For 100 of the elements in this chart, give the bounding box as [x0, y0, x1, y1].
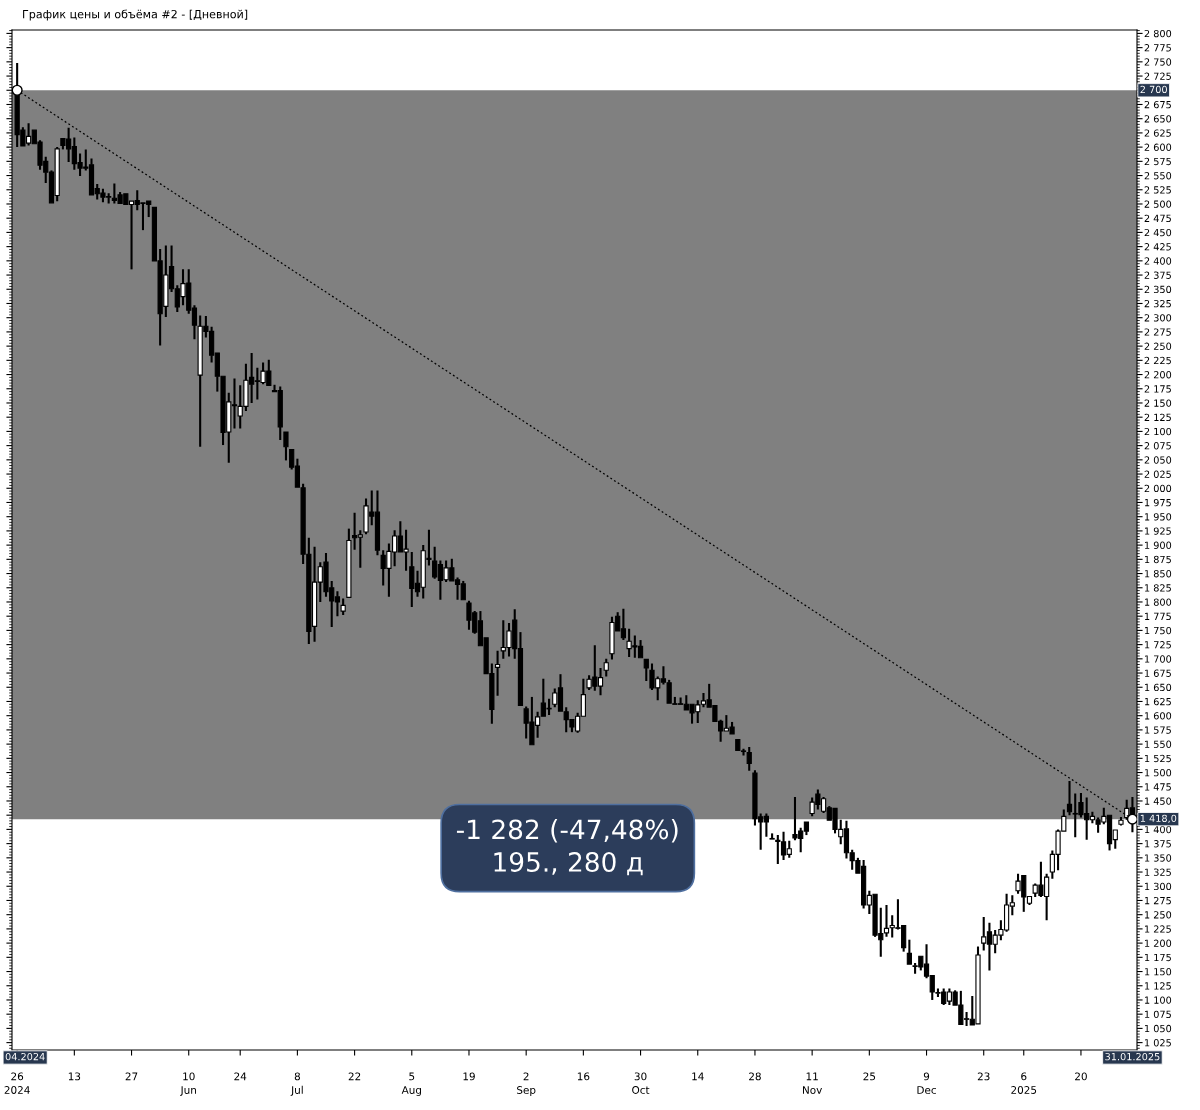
candlestick [643, 658, 649, 683]
candlestick [346, 527, 352, 598]
y-tick-label: 1 325 [1145, 868, 1171, 876]
y-tick-label: 2 750 [1144, 58, 1172, 66]
candlestick [906, 938, 912, 965]
x-tick-label: 13 [68, 1072, 81, 1081]
x-tick-label: 24 [234, 1072, 247, 1081]
chart-title: График цены и объёма #2 - [Дневной] [23, 9, 248, 21]
y-tick-label: 2 450 [1144, 228, 1172, 237]
x-tick-label: 20 [1075, 1072, 1087, 1081]
y-tick-label: 1 625 [1145, 697, 1171, 706]
y-tick-label: 1 025 [1145, 1039, 1171, 1047]
candlestick [603, 657, 609, 678]
y-tick-label: 1 725 [1145, 641, 1171, 649]
x-tick-label: 19 [463, 1072, 475, 1081]
y-tick-label: 1 500 [1145, 769, 1172, 777]
y-tick-label: 2 300 [1144, 314, 1172, 322]
y-tick-label: 1 600 [1145, 712, 1172, 720]
y-tick-label: 1 100 [1145, 996, 1172, 1004]
y-tick-label: 1 825 [1145, 584, 1171, 592]
y-tick-label: 1 925 [1145, 527, 1171, 535]
y-tick-label: 1 300 [1145, 882, 1172, 891]
text: 31.01.2025 [1105, 1052, 1160, 1061]
y-tick-label: 2 550 [1144, 172, 1172, 180]
y-tick-label: 2 575 [1144, 157, 1171, 166]
y-tick-label: 2 475 [1144, 214, 1171, 223]
x-tick-label: 2 Sep [517, 1072, 536, 1096]
y-tick-label: 2 800 [1144, 29, 1172, 38]
y-tick-label: 1 450 [1145, 797, 1172, 805]
y-tick-label: 2 625 [1144, 129, 1171, 137]
y-tick-label: 2 225 [1144, 356, 1171, 365]
y-tick-label: 2 375 [1144, 271, 1171, 279]
y-tick-label: 2 050 [1144, 456, 1172, 464]
y-tick-label: 2 650 [1144, 115, 1172, 123]
y-tick-label: 1 975 [1145, 498, 1171, 507]
y-tick-label: 1 125 [1145, 982, 1171, 990]
y-tick-label: 1 650 [1145, 683, 1172, 692]
x-tick-label: 9 Dec [917, 1072, 936, 1094]
y-tick-label: 1 800 [1145, 598, 1172, 606]
y-tick-label: 2 675 [1144, 100, 1171, 109]
annotation: 1 418,0 [1140, 814, 1177, 823]
y-tick-label: 1 550 [1145, 740, 1172, 748]
y-tick-label: 1 900 [1145, 541, 1172, 549]
y-tick-label: 2 600 [1144, 143, 1172, 151]
y-tick-label: 2 350 [1144, 285, 1172, 294]
y-tick-label: 1 475 [1145, 783, 1171, 791]
x-tick-label: 27 [125, 1072, 138, 1081]
y-tick-label: 2 150 [1144, 399, 1172, 407]
y-tick-label: 1 075 [1145, 1010, 1171, 1019]
x-tick-label: 10 Jun [180, 1072, 196, 1096]
annotation: -1 282 (-47,48%) 195., 280 д [456, 819, 678, 876]
y-tick-label: 1 200 [1145, 939, 1172, 947]
y-tick-label: 2 125 [1144, 413, 1171, 422]
y-tick-label: 1 375 [1145, 840, 1171, 848]
y-tick-label: 1 400 [1145, 825, 1172, 834]
y-tick-label: 2 075 [1144, 442, 1171, 450]
y-tick-label: 1 875 [1145, 555, 1171, 564]
y-tick-label: 2 500 [1144, 200, 1172, 208]
y-tick-label: 2 000 [1144, 484, 1172, 493]
y-tick-label: 1 750 [1145, 626, 1172, 635]
y-tick-label: 2 275 [1144, 328, 1171, 336]
y-tick-label: 2 425 [1144, 243, 1171, 251]
y-tick-label: 1 350 [1145, 854, 1172, 862]
x-tick-label: 22 [348, 1072, 361, 1081]
y-tick-label: 2 250 [1144, 342, 1172, 350]
x-tick-label: 6 2025 [1011, 1072, 1037, 1094]
y-tick-label: 1 575 [1145, 726, 1171, 734]
x-tick-label: 28 [749, 1072, 761, 1081]
candlestick [1066, 780, 1073, 817]
y-tick-label: 1 675 [1145, 669, 1171, 677]
y-tick-label: 2 100 [1144, 427, 1172, 436]
y-tick-label: 2 725 [1144, 72, 1171, 80]
y-tick-label: 2 400 [1144, 257, 1172, 265]
x-tick-label: 16 [577, 1072, 590, 1081]
y-tick-label: 1 175 [1145, 953, 1171, 962]
x-tick-label: 8 Jul [290, 1072, 303, 1096]
x-tick-label: 11 Nov [803, 1072, 822, 1094]
y-tick-label: 2 175 [1144, 385, 1171, 393]
y-tick-label: 1 050 [1145, 1024, 1172, 1033]
x-tick-label: 25 [863, 1072, 876, 1081]
y-tick-label: 1 700 [1145, 655, 1172, 663]
y-tick-label: 2 775 [1144, 44, 1171, 52]
text: 04.2024 [5, 1052, 45, 1061]
y-tick-label: 2 200 [1144, 371, 1172, 379]
y-tick-label: 2 025 [1144, 470, 1171, 478]
y-tick-label: 2 325 [1144, 299, 1171, 308]
y-tick-label: 1 150 [1145, 968, 1172, 976]
candlestick [746, 745, 752, 772]
x-tick-label: 26 2024 [4, 1072, 30, 1094]
x-tick-label: 5 Aug [401, 1072, 422, 1096]
x-tick-label: 23 [977, 1072, 990, 1081]
y-tick-label: 1 775 [1145, 612, 1171, 621]
y-tick-label: 1 850 [1145, 570, 1172, 578]
candlestick [769, 832, 775, 840]
y-tick-label: 1 225 [1145, 925, 1171, 933]
y-tick-label: 2 525 [1144, 186, 1171, 194]
candlestick [283, 431, 289, 462]
y-tick-label: 1 275 [1145, 896, 1171, 905]
y-tick-label: 1 250 [1145, 911, 1172, 919]
x-tick-label: 30 Oct [632, 1072, 650, 1094]
